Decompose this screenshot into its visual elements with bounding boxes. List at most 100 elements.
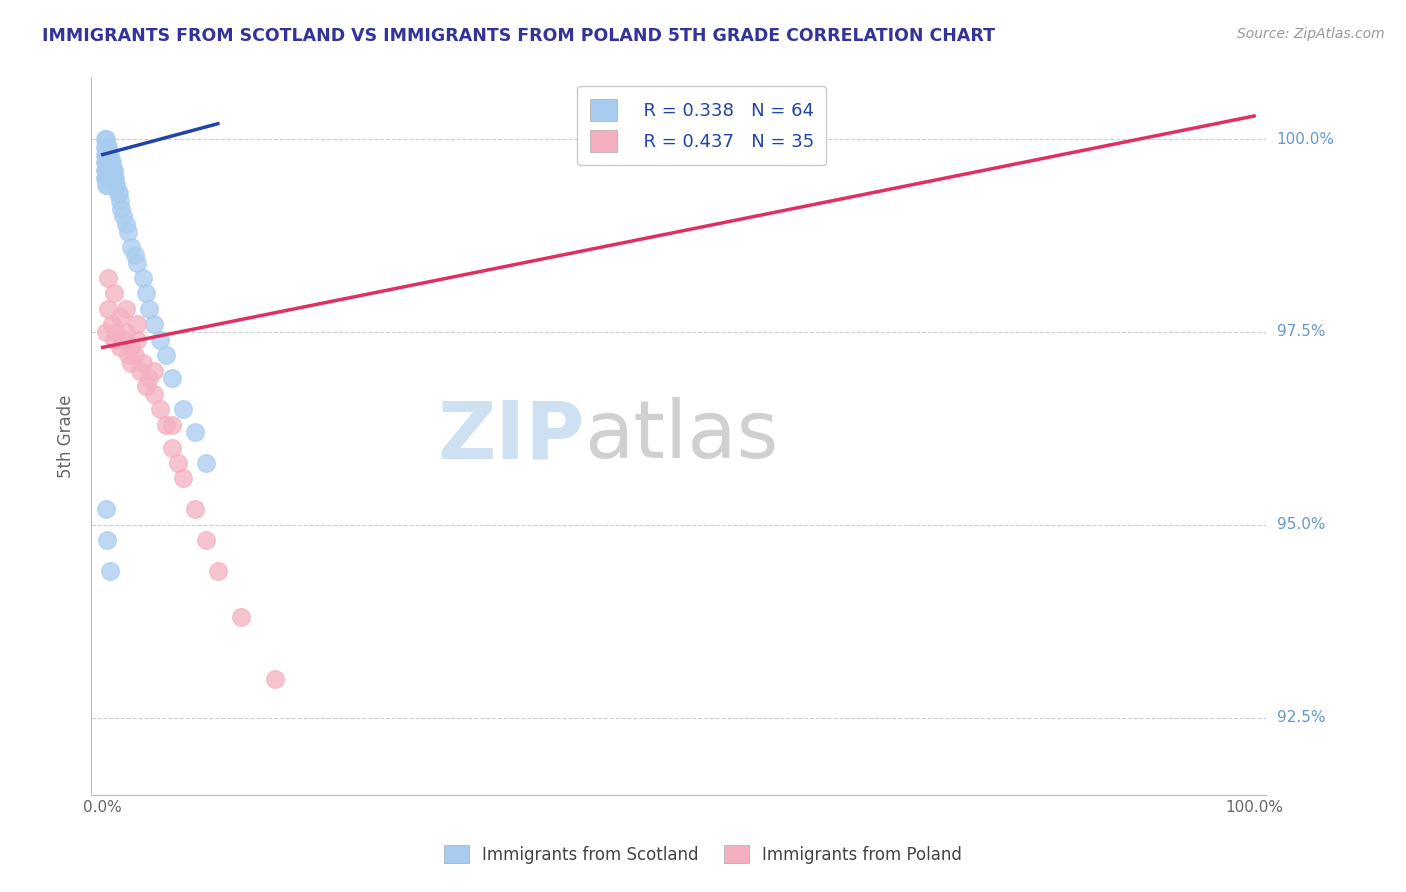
Point: [96, 147, 118, 161]
Point: [135, 379, 157, 393]
Point: [101, 163, 124, 178]
Point: [166, 456, 188, 470]
Point: [160, 417, 183, 432]
Point: [112, 333, 135, 347]
Point: [124, 248, 146, 262]
Point: [94, 147, 117, 161]
Point: [94, 163, 117, 178]
Point: [98, 564, 121, 578]
Point: [98, 163, 121, 178]
Text: 95.0%: 95.0%: [1277, 517, 1326, 533]
Point: [96, 140, 118, 154]
Point: [127, 255, 149, 269]
Point: [207, 564, 229, 578]
Point: [101, 317, 124, 331]
Text: atlas: atlas: [585, 397, 779, 475]
Point: [108, 310, 131, 324]
Point: [104, 178, 127, 193]
Point: [97, 163, 120, 178]
Point: [184, 502, 207, 516]
Y-axis label: 5th Grade: 5th Grade: [58, 394, 75, 478]
Point: [94, 140, 117, 154]
Point: [94, 147, 117, 161]
Point: [101, 170, 124, 185]
Point: [94, 132, 117, 146]
Point: [195, 456, 218, 470]
Point: [143, 363, 166, 377]
Legend: Immigrants from Scotland, Immigrants from Poland: Immigrants from Scotland, Immigrants fro…: [437, 838, 969, 871]
Point: [155, 348, 177, 362]
Point: [103, 170, 125, 185]
Point: [117, 348, 139, 362]
Point: [120, 340, 142, 354]
Point: [172, 402, 194, 417]
Point: [149, 333, 172, 347]
Point: [103, 163, 125, 178]
Point: [184, 425, 207, 440]
Point: [117, 225, 139, 239]
Point: [94, 502, 117, 516]
Point: [94, 325, 117, 339]
Point: [94, 163, 117, 178]
Point: [105, 325, 128, 339]
Point: [160, 371, 183, 385]
Point: [138, 371, 160, 385]
Point: [128, 363, 150, 377]
Point: [97, 170, 120, 185]
Point: [160, 441, 183, 455]
Point: [97, 155, 120, 169]
Point: [100, 170, 122, 185]
Point: [101, 163, 124, 178]
Point: [100, 163, 122, 178]
Legend:   R = 0.338   N = 64,   R = 0.437   N = 35: R = 0.338 N = 64, R = 0.437 N = 35: [578, 87, 827, 165]
Point: [124, 348, 146, 362]
Point: [94, 178, 117, 193]
Point: [120, 356, 142, 370]
Point: [97, 140, 120, 154]
Point: [98, 147, 121, 161]
Point: [94, 155, 117, 169]
Point: [120, 240, 142, 254]
Point: [103, 333, 125, 347]
Text: ZIP: ZIP: [437, 397, 585, 475]
Point: [143, 317, 166, 331]
Point: [172, 471, 194, 485]
Point: [155, 417, 177, 432]
Point: [94, 170, 117, 185]
Point: [104, 170, 127, 185]
Point: [98, 170, 121, 185]
Point: [127, 317, 149, 331]
Point: [195, 533, 218, 548]
Point: [108, 340, 131, 354]
Point: [143, 386, 166, 401]
Point: [94, 170, 117, 185]
Point: [97, 147, 120, 161]
Point: [94, 155, 117, 169]
Point: [98, 155, 121, 169]
Point: [107, 186, 129, 201]
Point: [114, 325, 136, 339]
Point: [127, 333, 149, 347]
Point: [103, 286, 125, 301]
Point: [100, 155, 122, 169]
Point: [132, 356, 155, 370]
Point: [105, 178, 128, 193]
Point: [114, 301, 136, 316]
Point: [97, 271, 120, 285]
Point: [96, 163, 118, 178]
Text: Source: ZipAtlas.com: Source: ZipAtlas.com: [1237, 27, 1385, 41]
Point: [96, 155, 118, 169]
Point: [94, 132, 117, 146]
Text: IMMIGRANTS FROM SCOTLAND VS IMMIGRANTS FROM POLAND 5TH GRADE CORRELATION CHART: IMMIGRANTS FROM SCOTLAND VS IMMIGRANTS F…: [42, 27, 995, 45]
Point: [101, 170, 124, 185]
Point: [229, 610, 252, 624]
Point: [114, 217, 136, 231]
Point: [135, 286, 157, 301]
Point: [94, 140, 117, 154]
Text: 100.0%: 100.0%: [1277, 132, 1334, 146]
Point: [96, 533, 118, 548]
Point: [149, 402, 172, 417]
Point: [96, 170, 118, 185]
Text: 97.5%: 97.5%: [1277, 325, 1326, 340]
Point: [264, 672, 287, 686]
